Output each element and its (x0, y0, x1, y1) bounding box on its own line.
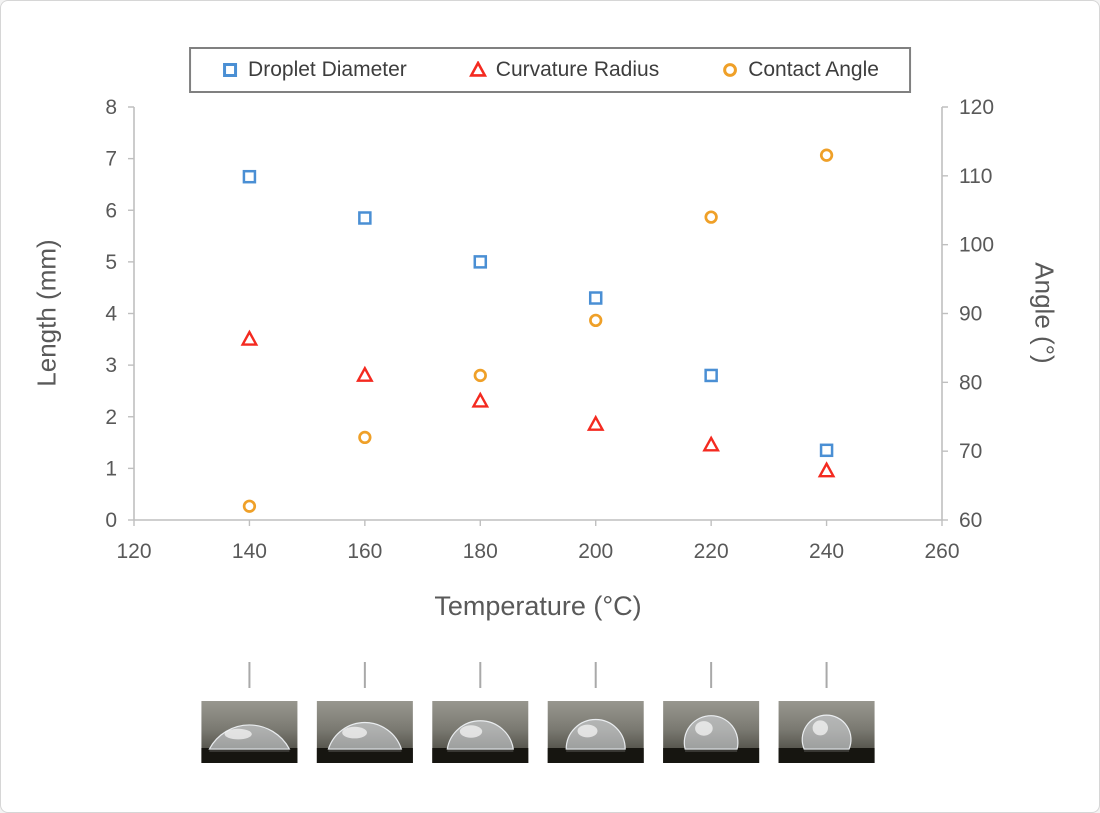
droplet-reflection (447, 749, 514, 752)
x-axis-tick-label: 200 (578, 540, 613, 563)
data-point-curvature-radius-140 (240, 329, 259, 346)
x-axis-tick-label: 260 (924, 540, 959, 563)
data-point-droplet-diameter-220 (704, 368, 718, 383)
data-point-contact-angle-180 (473, 368, 487, 383)
right-axis-tick-label: 120 (959, 96, 994, 119)
legend-marker-square-icon (223, 63, 238, 77)
x-axis-tick-label: 120 (116, 540, 151, 563)
data-point-contact-angle-240 (819, 148, 834, 162)
series-curvature-radius (240, 329, 836, 478)
droplet-highlight (342, 726, 367, 739)
series-droplet-diameter (242, 169, 834, 458)
droplet-photo-220c (663, 701, 760, 763)
x-axis-tick-label: 240 (809, 540, 844, 563)
droplet-highlight (812, 720, 828, 736)
x-axis-title: Temperature (°C) (434, 591, 642, 621)
left-axis-tick-label: 8 (105, 96, 117, 119)
left-axis-tick-label: 7 (105, 148, 117, 171)
data-point-curvature-radius-180 (471, 391, 490, 408)
right-axis-tick-label: 70 (959, 440, 982, 463)
droplet-reflection (328, 749, 402, 752)
data-point-contact-angle-160 (358, 430, 372, 445)
data-point-droplet-diameter-180 (473, 255, 488, 269)
legend-label: Contact Angle (748, 58, 879, 81)
left-axis-tick-label: 4 (105, 303, 117, 326)
data-point-contact-angle-200 (589, 313, 603, 328)
data-point-droplet-diameter-160 (358, 211, 372, 225)
droplet-highlight (224, 728, 252, 740)
legend-label: Droplet Diameter (248, 58, 407, 81)
left-axis-tick-label: 6 (105, 199, 117, 222)
droplet-reflection (685, 749, 738, 752)
droplet-photo-240c (778, 701, 875, 763)
x-axis-tick-label: 140 (232, 540, 267, 563)
data-point-contact-angle-140 (242, 499, 257, 513)
droplet-photo-180c (432, 701, 529, 763)
legend-item-curvature-radius: Curvature Radius (468, 58, 660, 82)
legend-item-droplet-diameter: Droplet Diameter (221, 58, 407, 82)
legend-item-contact-angle: Contact Angle (721, 58, 879, 82)
data-point-droplet-diameter-240 (819, 443, 834, 458)
right-axis-tick-label: 90 (959, 303, 982, 326)
data-point-curvature-radius-220 (702, 435, 720, 452)
droplet-photo-140c (201, 701, 298, 763)
data-point-contact-angle-220 (704, 210, 718, 224)
left-axis-tick-label: 0 (105, 509, 117, 532)
droplet-reflection (566, 749, 626, 752)
data-point-droplet-diameter-200 (588, 291, 603, 305)
legend-marker-circle-icon (723, 63, 738, 77)
droplet-highlight (459, 725, 483, 738)
right-axis-tick-label: 110 (959, 165, 992, 188)
legend-label: Curvature Radius (495, 58, 660, 81)
right-axis-tick-label: 80 (959, 371, 982, 394)
droplet-reflection (804, 749, 850, 752)
left-axis-title: Length (mm) (31, 239, 62, 387)
right-axis-title: Angle (°) (1029, 262, 1060, 364)
left-axis-tick-label: 3 (105, 354, 117, 377)
data-point-curvature-radius-240 (817, 461, 836, 478)
droplet-photo-200c (547, 701, 644, 763)
left-axis-tick-label: 2 (105, 406, 117, 429)
droplet-highlight (577, 724, 598, 738)
data-point-curvature-radius-160 (356, 365, 374, 382)
x-axis-tick-label: 220 (694, 540, 729, 563)
data-point-curvature-radius-200 (586, 414, 605, 431)
left-axis-tick-label: 5 (105, 251, 117, 274)
droplet-reflection (209, 749, 290, 752)
right-axis-tick-label: 100 (959, 234, 994, 257)
data-point-droplet-diameter-140 (242, 169, 257, 184)
droplet-highlight (695, 721, 713, 736)
legend-marker-triangle-icon (468, 61, 487, 77)
x-axis-tick-label: 160 (347, 540, 382, 563)
right-axis-tick-label: 60 (959, 509, 982, 532)
chart-legend: Droplet Diameter Curvature Radius Contact … (189, 47, 911, 93)
x-axis-tick-label: 180 (463, 540, 498, 563)
droplet-photo-160c (316, 701, 413, 763)
series-contact-angle (242, 148, 834, 513)
left-axis-tick-label: 1 (105, 457, 117, 480)
